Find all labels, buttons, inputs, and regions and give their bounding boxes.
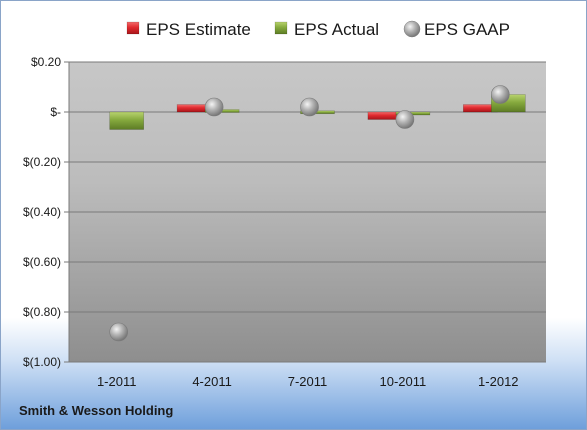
x-tick-label: 1-2011	[97, 374, 137, 389]
gaap-points	[109, 85, 510, 342]
legend-swatch	[274, 21, 288, 35]
eps-gaap-point	[490, 85, 510, 104]
legend-swatch	[403, 20, 421, 38]
y-tick-label: $(1.00)	[23, 355, 61, 369]
legend-label: EPS GAAP	[424, 20, 510, 39]
eps-gaap-point	[204, 97, 224, 117]
y-tick-label: $-	[50, 105, 61, 119]
y-tick-label: $(0.20)	[23, 155, 61, 169]
y-axis-ticks: $0.20 $- $(0.20) $(0.40) $(0.60) $(0.80) $(1.0…	[23, 55, 61, 369]
legend-swatch	[126, 21, 140, 35]
eps-actual-bar	[109, 111, 144, 130]
x-tick-label: 10-2011	[380, 374, 427, 389]
y-tick-label: $(0.60)	[23, 255, 61, 269]
x-tick-label: 1-2012	[478, 374, 518, 389]
eps-gaap-point	[109, 322, 128, 342]
legend-label: EPS Estimate	[146, 20, 251, 39]
eps-gaap-point	[300, 97, 319, 117]
x-axis-ticks: 1-2011 4-2011 7-2011 10-2011 1-2012	[97, 374, 519, 389]
y-tick-label: $(0.80)	[23, 305, 61, 319]
x-tick-label: 7-2011	[288, 374, 328, 389]
y-tick-label: $0.20	[31, 55, 61, 69]
legend: EPS Estimate EPS Actual EPS GAAP	[126, 20, 510, 39]
x-tick-label: 4-2011	[192, 374, 232, 389]
legend-label: EPS Actual	[294, 20, 379, 39]
company-name: Smith & Wesson Holding	[19, 403, 174, 418]
eps-gaap-point	[395, 110, 415, 129]
y-tick-label: $(0.40)	[23, 205, 61, 219]
